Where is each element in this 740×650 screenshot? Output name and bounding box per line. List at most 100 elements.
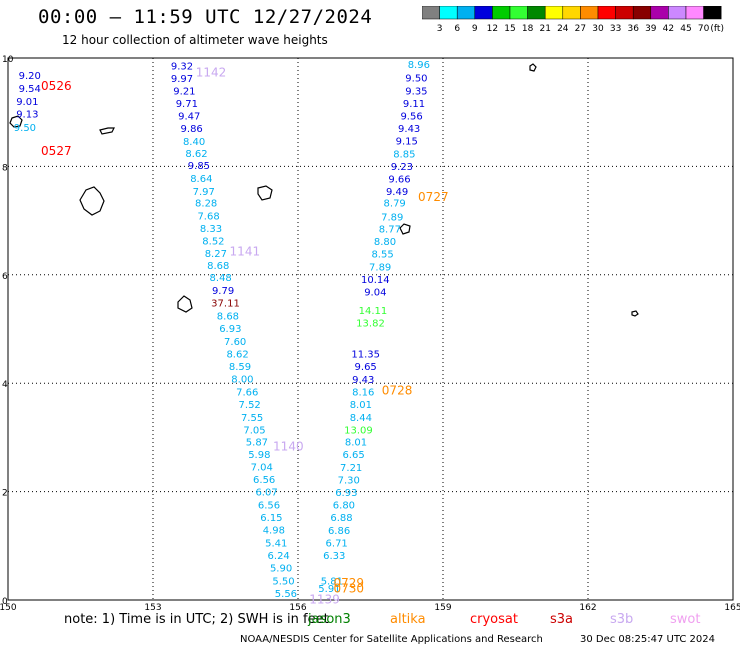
y-tick-label: 6 [2,272,8,282]
island-outline [399,223,411,235]
colorbar-tick-label: 24 [557,24,569,34]
swh-value-label: 6.24 [268,551,290,562]
swh-value-label: 9.11 [403,99,425,110]
swh-value-label: 5.50 [272,576,294,587]
colorbar-tick-label: 9 [472,24,478,34]
chart-subtitle: 12 hour collection of altimeter wave hei… [62,33,328,47]
swh-value-label: 13.82 [356,318,385,329]
swh-value-label: 9.56 [400,111,422,122]
swh-value-label: 9.01 [16,97,38,108]
swh-value-label: 5.87 [246,438,268,449]
colorbar-tick-label: 12 [487,24,498,34]
y-tick-label: 2 [2,489,8,499]
swh-value-label: 9.43 [352,375,374,386]
swh-value-label: 9.21 [173,87,195,98]
swh-value-label: 8.55 [371,250,393,261]
swh-value-label: 8.00 [231,374,253,385]
swh-value-label: 7.04 [251,463,273,474]
swh-value-label: 13.09 [344,425,373,436]
swh-value-label: 8.64 [190,174,212,185]
colorbar-tick-label: 15 [504,24,515,34]
pass-time-label: 1140 [273,440,304,454]
swh-value-label: 9.71 [176,99,198,110]
swh-value-label: 9.97 [171,74,193,85]
colorbar-tick-label: 70 [698,24,710,34]
x-tick-label: 165 [724,603,740,613]
colorbar-tick-label: 33 [610,24,621,34]
swh-value-label: 9.50 [405,74,427,85]
colorbar-tick-label: 36 [627,24,639,34]
swh-value-label: 4.98 [263,526,285,537]
swh-value-label: 8.01 [345,438,367,449]
colorbar-tick-label: 42 [663,24,674,34]
swh-value-label: 37.11 [211,298,240,309]
satellite-label-cryosat: cryosat [470,612,518,627]
swh-value-label: 8.85 [393,149,415,160]
colorbar-tick-label: 45 [680,24,691,34]
swh-value-label: 8.96 [408,60,430,71]
island-outline [631,310,639,317]
swh-value-label: 9.13 [16,109,38,120]
swh-value-label: 9.50 [14,123,36,134]
pass-time-label: 1139 [309,592,340,606]
swh-value-label: 7.30 [338,476,360,487]
swh-value-label: 14.11 [359,306,388,317]
satellite-label-s3a: s3a [550,612,574,627]
swh-value-label: 9.54 [19,84,41,95]
swh-value-label: 9.65 [355,362,377,373]
swh-value-label: 6.15 [260,513,282,524]
swh-value-label: 10.14 [361,275,390,286]
swh-value-label: 7.55 [241,413,263,424]
swh-value-label: 5.41 [265,539,287,550]
island-outline [529,63,537,72]
pass-time-label: 1141 [230,244,261,258]
chart-title: 00:00 — 11:59 UTC 12/27/2024 [38,6,373,28]
swh-value-label: 9.23 [391,162,413,173]
swh-value-label: 8.52 [202,237,224,248]
swh-value-label: 8.44 [350,413,372,424]
x-tick-label: 162 [579,603,596,613]
y-tick-label: 4 [2,380,8,390]
pass-time-label: 0527 [41,144,72,158]
swh-value-label: 7.89 [369,263,391,274]
swh-value-label: 7.05 [243,425,265,436]
satellite-label-swot: swot [670,612,701,627]
x-tick-label: 156 [289,603,306,613]
swh-value-label: 7.68 [197,212,219,223]
island-outline [257,185,273,201]
swh-value-label: 9.04 [364,288,386,299]
swh-value-label: 9.49 [386,187,408,198]
x-tick-label: 153 [144,603,161,613]
credit-line: NOAA/NESDIS Center for Satellite Applica… [240,634,543,645]
swh-value-label: 8.68 [217,311,239,322]
swh-value-label: 9.20 [19,71,41,82]
swh-value-label: 8.80 [374,237,396,248]
swh-value-label: 6.93 [219,324,241,335]
pass-time-label: 0526 [41,79,72,93]
island-outline [177,295,193,313]
swh-value-label: 7.60 [224,337,246,348]
colorbar-tick-label: (ft) [710,24,724,34]
pass-time-label: 0729 [333,576,364,590]
swh-value-label: 8.01 [350,400,372,411]
colorbar-tick-label: 30 [592,24,604,34]
swh-value-label: 8.62 [185,149,207,160]
satellite-label-jason3: jason3 [308,612,351,627]
swh-value-label: 7.21 [340,463,362,474]
generation-timestamp: 30 Dec 08:25:47 UTC 2024 [580,634,715,645]
swh-value-label: 8.40 [183,137,205,148]
swh-value-label: 6.56 [253,475,275,486]
plot-frame [7,57,734,601]
colorbar-legend: 3 6 9 12 15 18 21 24 27 30 33 36 39 42 45 70 (ft) [422,6,724,34]
swh-value-label: 6.65 [342,450,364,461]
x-tick-label: 159 [434,603,451,613]
swh-value-label: 8.77 [379,225,401,236]
x-tick-label: 150 [0,603,17,613]
swh-value-label: 5.56 [275,589,297,600]
swh-value-label: 6.07 [255,488,277,499]
colorbar-tick-label: 27 [575,24,586,34]
pass-time-label: 0728 [382,384,413,398]
island-outline [99,127,115,135]
swh-value-label: 8.33 [200,224,222,235]
